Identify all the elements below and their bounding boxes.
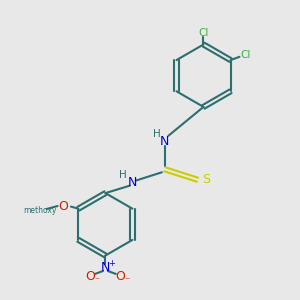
Text: methoxy: methoxy	[23, 206, 56, 215]
Text: Cl: Cl	[198, 28, 209, 38]
Text: N: N	[160, 135, 170, 148]
Text: H: H	[153, 129, 160, 139]
Text: +: +	[109, 259, 116, 268]
Text: S: S	[202, 173, 211, 186]
Text: H: H	[119, 170, 127, 180]
Text: Cl: Cl	[240, 50, 250, 60]
Text: ⁻: ⁻	[124, 276, 129, 286]
Text: O: O	[58, 200, 68, 212]
Text: O: O	[85, 270, 95, 284]
Text: N: N	[128, 176, 137, 189]
Text: O: O	[115, 270, 125, 284]
Text: N: N	[101, 261, 110, 274]
Text: ⁻: ⁻	[94, 276, 100, 286]
